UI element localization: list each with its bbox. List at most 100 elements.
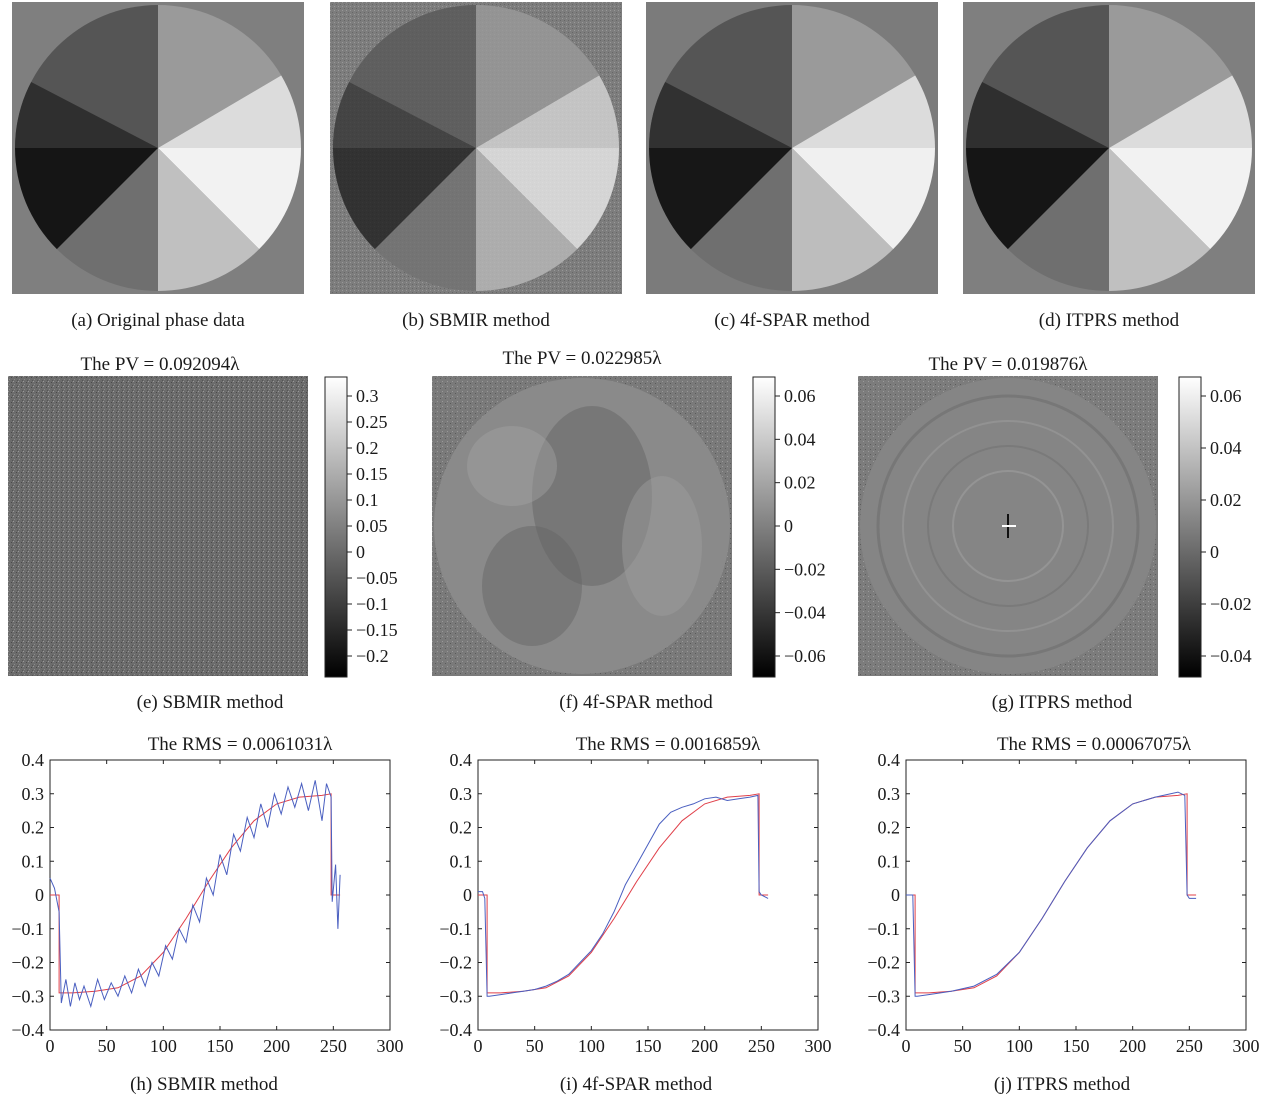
y-tick-label: −0.1 bbox=[11, 919, 44, 939]
y-tick-label: −0.2 bbox=[867, 953, 900, 973]
x-tick-label: 100 bbox=[150, 1036, 177, 1056]
colorbar-tick-label: 0.15 bbox=[356, 464, 388, 484]
caption-j: (j) ITPRS method bbox=[993, 1074, 1131, 1095]
caption-a: (a) Original phase data bbox=[71, 310, 245, 331]
x-tick-label: 300 bbox=[377, 1036, 404, 1056]
y-tick-label: 0 bbox=[463, 885, 472, 905]
reference-line bbox=[478, 793, 769, 994]
colorbar-tick-label: 0.06 bbox=[1210, 386, 1242, 406]
x-tick-label: 50 bbox=[526, 1036, 544, 1056]
x-tick-label: 150 bbox=[207, 1036, 234, 1056]
caption-b: (b) SBMIR method bbox=[402, 310, 550, 331]
colorbar-tick-label: 0.04 bbox=[784, 429, 816, 449]
plot-j-title: The RMS = 0.00067075λ bbox=[996, 734, 1192, 755]
x-tick-label: 200 bbox=[691, 1036, 718, 1056]
caption-i: (i) 4f-SPAR method bbox=[559, 1074, 713, 1095]
line-plot-itprs: 0 50 100 150 200 250 300 −0.4 −0.3 −0.2 −0.1 0 0.1 0.… bbox=[867, 750, 1260, 1056]
colorbar-tick-label: 0 bbox=[1210, 542, 1219, 562]
error-map-sbmir bbox=[8, 376, 308, 676]
y-tick-label: −0.1 bbox=[867, 919, 900, 939]
x-tick-label: 100 bbox=[1006, 1036, 1033, 1056]
colorbar-tick-label: −0.2 bbox=[356, 646, 389, 666]
plot-h-title: The RMS = 0.0061031λ bbox=[147, 734, 333, 755]
measured-line bbox=[49, 780, 341, 1009]
y-tick-label: 0.3 bbox=[22, 784, 45, 804]
y-tick-label: 0.1 bbox=[878, 851, 901, 871]
y-tick-label: 0.3 bbox=[878, 784, 901, 804]
y-tick-label: −0.3 bbox=[867, 986, 900, 1006]
x-tick-label: 50 bbox=[98, 1036, 116, 1056]
panel-g-title: The PV = 0.019876λ bbox=[928, 354, 1088, 375]
x-tick-label: 300 bbox=[1233, 1036, 1260, 1056]
plot-i-title: The RMS = 0.0016859λ bbox=[575, 734, 761, 755]
x-tick-label: 0 bbox=[46, 1036, 55, 1056]
x-tick-label: 250 bbox=[320, 1036, 347, 1056]
x-tick-label: 150 bbox=[1063, 1036, 1090, 1056]
image-sbmir-phase bbox=[330, 2, 622, 294]
colorbar-tick-label: 0.05 bbox=[356, 516, 388, 536]
colorbar-itprs: 0.06 0.04 0.02 0 −0.02 −0.04 bbox=[1178, 376, 1252, 678]
caption-g: (g) ITPRS method bbox=[991, 692, 1133, 713]
colorbar-tick-label: −0.02 bbox=[784, 559, 826, 579]
y-tick-label: 0.3 bbox=[450, 784, 473, 804]
colorbar-sbmir: 0.3 0.25 0.2 0.15 0.1 0.05 0 −0.05 −0.1 −0.15 −0.2 bbox=[324, 376, 398, 678]
caption-h: (h) SBMIR method bbox=[130, 1074, 278, 1095]
y-tick-label: 0.1 bbox=[450, 851, 473, 871]
colorbar-tick-label: −0.05 bbox=[356, 568, 398, 588]
colorbar-tick-label: −0.15 bbox=[356, 620, 398, 640]
colorbar-4f-spar: 0.06 0.04 0.02 0 −0.02 −0.04 −0.06 bbox=[752, 376, 826, 678]
error-map-4f-spar bbox=[432, 376, 732, 676]
y-tick-label: −0.4 bbox=[11, 1020, 44, 1040]
caption-f: (f) 4f-SPAR method bbox=[559, 692, 713, 713]
y-tick-label: −0.1 bbox=[439, 919, 472, 939]
measured-line bbox=[478, 794, 769, 997]
y-tick-label: 0 bbox=[35, 885, 44, 905]
panel-e-title: The PV = 0.092094λ bbox=[80, 354, 240, 375]
error-map-itprs bbox=[858, 376, 1158, 676]
reference-line bbox=[50, 793, 341, 994]
y-tick-label: 0.2 bbox=[450, 818, 473, 838]
colorbar-tick-label: 0.1 bbox=[356, 490, 379, 510]
measured-line bbox=[906, 791, 1197, 997]
line-plot-4f-spar: 0 50 100 150 200 250 300 −0.4 −0.3 −0.2 −0.1 0 0.1 0.… bbox=[439, 750, 832, 1056]
colorbar-tick-label: 0.2 bbox=[356, 438, 379, 458]
x-tick-label: 300 bbox=[805, 1036, 832, 1056]
y-tick-label: −0.2 bbox=[439, 953, 472, 973]
y-tick-label: −0.2 bbox=[11, 953, 44, 973]
colorbar-tick-label: −0.04 bbox=[784, 603, 826, 623]
x-tick-label: 200 bbox=[263, 1036, 290, 1056]
image-itprs-phase bbox=[963, 2, 1255, 294]
y-tick-label: 0.2 bbox=[22, 818, 45, 838]
colorbar-tick-label: 0 bbox=[784, 516, 793, 536]
y-tick-label: −0.3 bbox=[11, 986, 44, 1006]
x-tick-label: 250 bbox=[748, 1036, 775, 1056]
line-plot-sbmir: 0 50 100 150 200 250 300 −0.4 −0.3 −0.2 −0.1 0 0.1 0.… bbox=[11, 750, 404, 1056]
colorbar-tick-label: 0 bbox=[356, 542, 365, 562]
x-tick-label: 150 bbox=[635, 1036, 662, 1056]
colorbar-tick-label: 0.06 bbox=[784, 386, 816, 406]
x-tick-label: 0 bbox=[902, 1036, 911, 1056]
x-tick-label: 50 bbox=[954, 1036, 972, 1056]
x-tick-label: 200 bbox=[1119, 1036, 1146, 1056]
y-tick-label: 0.1 bbox=[22, 851, 45, 871]
colorbar-tick-label: 0.04 bbox=[1210, 438, 1242, 458]
x-tick-label: 100 bbox=[578, 1036, 605, 1056]
caption-d: (d) ITPRS method bbox=[1038, 310, 1180, 331]
colorbar-tick-label: 0.02 bbox=[1210, 490, 1242, 510]
colorbar-tick-label: 0.25 bbox=[356, 412, 388, 432]
colorbar-tick-label: −0.02 bbox=[1210, 594, 1252, 614]
colorbar-tick-label: 0.02 bbox=[784, 473, 816, 493]
x-tick-label: 250 bbox=[1176, 1036, 1203, 1056]
y-tick-label: 0.2 bbox=[878, 818, 901, 838]
y-tick-label: 0.4 bbox=[878, 750, 901, 770]
y-tick-label: 0 bbox=[891, 885, 900, 905]
caption-e: (e) SBMIR method bbox=[136, 692, 284, 713]
y-tick-label: −0.3 bbox=[439, 986, 472, 1006]
colorbar-tick-label: −0.04 bbox=[1210, 646, 1252, 666]
colorbar-tick-label: −0.1 bbox=[356, 594, 389, 614]
y-tick-label: 0.4 bbox=[22, 750, 45, 770]
panel-f-title: The PV = 0.022985λ bbox=[502, 348, 662, 369]
caption-c: (c) 4f-SPAR method bbox=[714, 310, 870, 331]
colorbar-tick-label: −0.06 bbox=[784, 646, 826, 666]
y-tick-label: −0.4 bbox=[439, 1020, 472, 1040]
